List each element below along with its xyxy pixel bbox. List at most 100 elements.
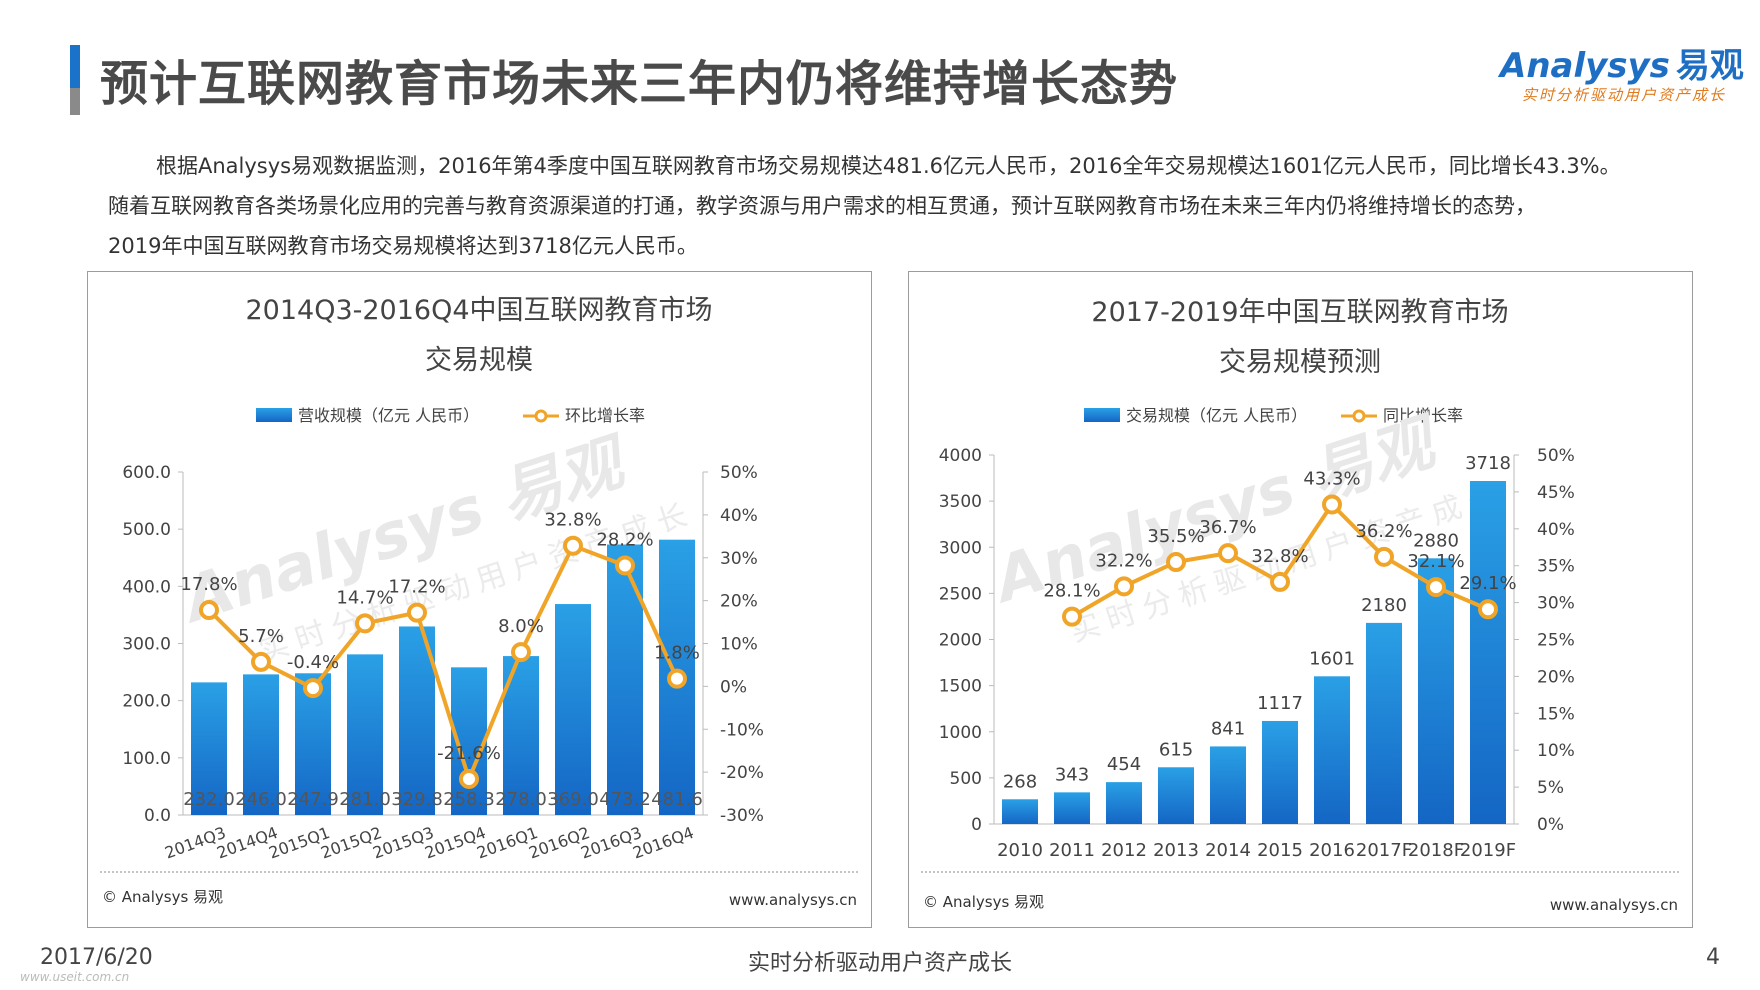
bar-2018F (1418, 558, 1454, 824)
y-tick-label: 500 (950, 769, 982, 789)
bar-2014Q3 (191, 682, 227, 815)
growth-value-label: 29.1% (1459, 573, 1516, 594)
growth-value-label: 17.8% (180, 574, 237, 595)
growth-point-2015Q1 (303, 678, 323, 699)
y2-tick-label: 5% (1537, 778, 1564, 798)
y-tick-label: 400.0 (122, 577, 171, 597)
y2-tick-label: 0% (1537, 815, 1564, 835)
bar-2019F (1470, 481, 1506, 824)
y-tick-label: 3500 (939, 492, 982, 512)
y-tick-label: 1000 (939, 723, 982, 743)
bar-value-label: 343 (1055, 764, 1089, 785)
y-tick-label: 200.0 (122, 692, 171, 712)
y2-tick-label: 40% (1537, 520, 1575, 540)
footer-tagline: 实时分析驱动用户资产成长 (747, 951, 1012, 976)
bar-value-label: 258.3 (443, 789, 495, 810)
bar-2015Q2 (347, 654, 383, 815)
intro-line-1: 根据Analysys易观数据监测，2016年第4季度中国互联网教育市场交易规模达… (156, 154, 1621, 178)
logo-tagline: 实时分析驱动用户资产成长 (1522, 86, 1727, 104)
bar-2012 (1106, 782, 1142, 824)
growth-value-label: 32.8% (544, 510, 601, 531)
growth-point-2014 (1218, 543, 1238, 564)
y-tick-label: 2000 (939, 631, 982, 651)
bar-value-label: 278.0 (495, 789, 547, 810)
growth-point-2013 (1166, 552, 1186, 573)
growth-value-label: 32.2% (1095, 550, 1152, 571)
growth-point-2018F (1426, 577, 1446, 598)
bar-value-label: 329.8 (391, 789, 443, 810)
growth-value-label: -21.6% (437, 743, 501, 764)
growth-value-label: 1.8% (654, 643, 700, 664)
bar-value-label: 281.0 (339, 789, 391, 810)
y2-tick-label: 35% (1537, 557, 1575, 577)
legend-bar-label: 营收规模（亿元 人民币） (298, 406, 479, 425)
growth-value-label: 32.1% (1407, 551, 1464, 572)
bar-2015 (1262, 720, 1298, 824)
bar-2013 (1158, 767, 1194, 824)
growth-value-label: 36.7% (1199, 517, 1256, 538)
x-tick-label: 2010 (997, 840, 1043, 861)
intro-text: 根据Analysys易观数据监测，2016年第4季度中国互联网教育市场交易规模达… (108, 146, 1708, 266)
logo-text: Analysys (1500, 46, 1670, 86)
bar-2014 (1210, 746, 1246, 824)
x-tick-label: 2016 (1309, 840, 1355, 861)
chart-source-url: www.analysys.cn (729, 891, 857, 909)
page-number: 4 (1706, 945, 1720, 970)
bar-value-label: 369.0 (547, 789, 599, 810)
chart-panel-quarterly: 2014Q3-2016Q4中国互联网教育市场 交易规模 营收规模（亿元 人民币） 环比… (87, 271, 872, 928)
legend-line-label: 同比增长率 (1383, 406, 1463, 425)
y-tick-label: 2500 (939, 584, 982, 604)
bar-2015Q3 (399, 626, 435, 815)
x-tick-label: 2013 (1153, 840, 1199, 861)
y-tick-label: 600.0 (122, 463, 171, 483)
bar-value-label: 3718 (1465, 453, 1511, 474)
growth-line (207, 543, 679, 781)
growth-value-label: 14.7% (336, 587, 393, 608)
legend-bar-swatch (256, 408, 292, 422)
growth-value-label: 8.0% (498, 616, 544, 637)
x-tick-label: 2015 (1257, 840, 1303, 861)
x-tick-label: 2019F (1460, 840, 1516, 861)
y2-tick-label: 10% (1537, 741, 1575, 761)
chart-title-line-1: 2014Q3-2016Q4中国互联网教育市场 (245, 295, 712, 326)
footer-date: 2017/6/20 (40, 945, 153, 970)
bar-value-label: 246.0 (235, 789, 287, 810)
y-tick-label: 0.0 (144, 806, 171, 826)
y2-tick-label: 30% (720, 549, 758, 569)
growth-point-2016Q4 (667, 668, 687, 689)
y2-tick-label: 45% (1537, 483, 1575, 503)
x-tick-label: 2014 (1205, 840, 1251, 861)
growth-value-label: 28.2% (596, 529, 653, 550)
legend-line-label: 环比增长率 (565, 406, 645, 425)
growth-point-2012 (1114, 576, 1134, 597)
y-tick-label: 3000 (939, 538, 982, 558)
y2-tick-label: -10% (720, 720, 764, 740)
y2-tick-label: 20% (1537, 667, 1575, 687)
growth-point-2016 (1322, 494, 1342, 515)
growth-point-2019F (1478, 599, 1498, 620)
legend-line-marker (534, 409, 548, 423)
chart-source: © Analysys 易观 (923, 893, 1044, 911)
bar-value-label: 2880 (1413, 530, 1459, 551)
growth-point-2017F (1374, 546, 1394, 567)
y2-tick-label: 25% (1537, 631, 1575, 651)
y2-tick-label: 15% (1537, 704, 1575, 724)
growth-value-label: -0.4% (287, 652, 339, 673)
growth-point-2015Q3 (407, 602, 427, 623)
bar-2011 (1054, 792, 1090, 824)
bar-value-label: 268 (1003, 771, 1037, 792)
y-tick-label: 500.0 (122, 520, 171, 540)
growth-value-label: 32.8% (1251, 546, 1308, 567)
growth-value-label: 36.2% (1355, 521, 1412, 542)
growth-value-label: 43.3% (1303, 468, 1360, 489)
legend-bar-swatch (1084, 408, 1120, 422)
chart-panel-forecast: 2017-2019年中国互联网教育市场 交易规模预测 交易规模（亿元 人民币） 同比增… (908, 271, 1693, 928)
bar-value-label: 2180 (1361, 595, 1407, 616)
growth-point-2011 (1062, 606, 1082, 627)
y2-tick-label: 0% (720, 677, 747, 697)
growth-value-label: 17.2% (388, 577, 445, 598)
x-tick-label: 2012 (1101, 840, 1147, 861)
y2-tick-label: 50% (1537, 446, 1575, 466)
